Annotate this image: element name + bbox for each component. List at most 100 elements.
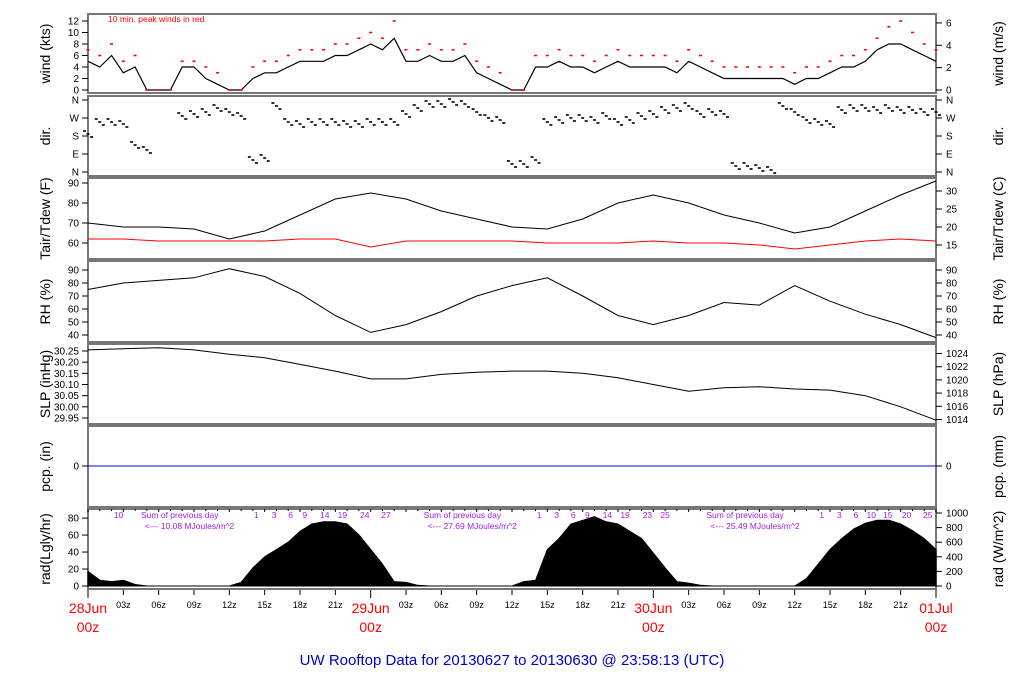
ytick-label-right: 1014 [946,415,969,426]
ytick-label-left: 30.05 [54,391,79,402]
radiation-area [87,516,937,587]
rad-sum-value: <--- 25.49 MJoules/m^2 [710,521,800,531]
rad-hourly-mark: 10 [866,510,876,520]
date-time-label: 00z [925,619,948,635]
ylabel-left-slp: SLP (inHg) [37,350,53,418]
panel-frame-wind [87,13,937,94]
wind-annotation: 10 min. peak winds in red [108,14,205,24]
ytick-label-left: 6 [73,51,79,62]
ylabel-right-wind: wind (m/s) [990,21,1006,87]
rad-hourly-mark: 9 [302,510,307,520]
rad-hourly-mark: 3 [272,510,277,520]
ytick-label-left: 4 [73,63,79,74]
xtick-label: 18z [575,600,590,610]
xtick-label: 09z [469,600,484,610]
rad-hourly-mark: 15 [883,510,893,520]
rad-hourly-mark: 1 [254,510,259,520]
ytick-label-right: 80 [946,279,958,290]
ylabel-left-wind: wind (kts) [37,24,53,85]
ytick-label-left: 30.15 [54,369,79,380]
ytick-label-right: 1016 [946,402,969,413]
ytick-label-left: 80 [68,279,80,290]
rh-line [87,268,937,339]
date-time-label: 00z [642,619,665,635]
xtick-label: 06z [434,600,449,610]
ytick-label-left: 0 [73,86,79,97]
ytick-label-left: 0 [73,582,79,593]
ytick-label-right: 0 [946,86,952,97]
ylabel-left-temp: Tair/Tdew (F) [37,177,53,259]
rad-hourly-mark: 1 [537,510,542,520]
xtick-label: 06z [151,600,166,610]
rad-sum-label: Sum of previous day [141,510,219,520]
ytick-label-right: 15 [946,241,958,252]
ytick-label-left: 70 [68,292,80,303]
ylabel-right-slp: SLP (hPa) [990,352,1006,416]
ytick-label-left: N [72,168,79,179]
xtick-label: 12z [222,600,237,610]
rad-hourly-mark: 19 [620,510,630,520]
ytick-label-right: W [946,114,956,125]
date-label: 30Jun [634,600,672,616]
xtick-label: 21z [893,600,908,610]
xtick-label: 18z [293,600,308,610]
ytick-label-right: 1022 [946,362,969,373]
ytick-label-right: 400 [946,552,963,563]
ytick-label-left: 30.25 [54,347,79,358]
xtick-label: 21z [611,600,626,610]
date-time-label: 00z [77,619,100,635]
ytick-label-right: 1020 [946,375,969,386]
ylabel-right-dir: dir. [990,127,1006,146]
ytick-label-left: N [72,96,79,107]
ytick-label-left: 40 [68,548,80,559]
ytick-label-left: 10 [68,28,80,39]
ytick-label-left: 50 [68,318,80,329]
ylabel-right-temp: Tair/Tdew (C) [990,176,1006,260]
ytick-label-left: 70 [68,219,80,230]
ytick-label-left: 40 [68,331,80,342]
ytick-label-left: 80 [68,199,80,210]
ytick-label-left: 60 [68,305,80,316]
tair-line [87,180,937,240]
ytick-label-right: 30 [946,187,958,198]
rad-hourly-mark: 20 [902,510,912,520]
ytick-label-right: 20 [946,223,958,234]
ylabel-left-dir: dir. [37,127,53,146]
ytick-label-left: S [72,132,79,143]
ytick-label-left: 30.20 [54,358,79,369]
ytick-label-right: 1018 [946,389,969,400]
rad-hourly-mark: 25 [660,510,670,520]
ytick-label-right: 2 [946,63,952,74]
ytick-label-left: 29.95 [54,413,79,424]
rad-hourly-mark: 14 [320,510,330,520]
xtick-label: 03z [681,600,696,610]
panel-frame-rh [87,260,937,343]
ytick-label-right: 50 [946,318,958,329]
ytick-label-right: N [946,96,953,107]
ytick-label-left: 60 [68,239,80,250]
xtick-label: 03z [399,600,414,610]
rad-hourly-mark: 6 [854,510,859,520]
ytick-label-left: 60 [68,531,80,542]
ytick-label-right: N [946,168,953,179]
rad-sum-label: Sum of previous day [706,510,784,520]
ytick-label-right: 0 [946,582,952,593]
panel-frame-temp [87,177,937,260]
ylabel-right-rh: RH (%) [990,279,1006,325]
ytick-label-left: W [70,114,80,125]
panel-frames [87,13,937,590]
xtick-label: 15z [823,600,838,610]
date-label: 29Jun [352,600,390,616]
date-time-label: 00z [359,619,382,635]
ytick-label-right: 1000 [946,509,969,520]
wind-line [87,37,937,91]
rad-hourly-mark: 10 [114,510,124,520]
ylabel-right-rad: rad (W/m^2) [990,511,1006,588]
ytick-label-right: 6 [946,18,952,29]
ytick-label-right: E [946,150,953,161]
rad-hourly-mark: 23 [643,510,653,520]
ytick-label-left: 80 [68,514,80,525]
ytick-label-right: 25 [946,205,958,216]
